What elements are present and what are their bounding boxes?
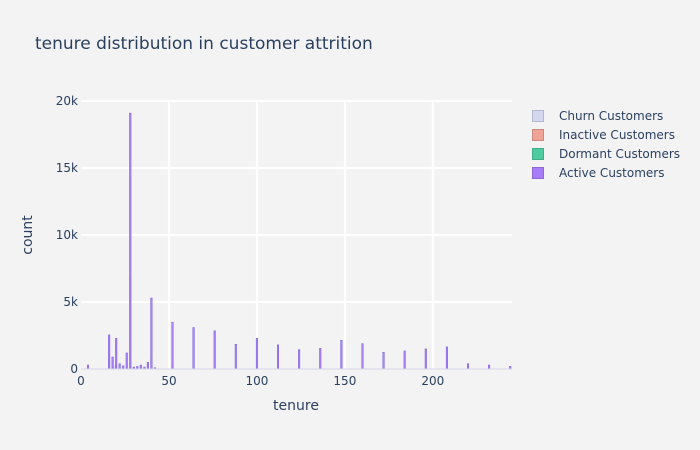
bar-active-customers <box>382 352 385 370</box>
x-tick-label: 100 <box>245 374 268 388</box>
bar-active-customers <box>108 334 111 370</box>
bar-active-customers <box>424 348 427 370</box>
bar-active-customers <box>467 363 470 370</box>
bar-active-customers <box>234 344 237 370</box>
bar-active-customers <box>445 346 448 370</box>
bar-active-customers <box>403 350 406 370</box>
x-axis-label: tenure <box>273 398 319 414</box>
legend-swatch <box>532 147 544 160</box>
bar-active-customers <box>192 327 195 370</box>
y-axis-label: count <box>20 215 36 255</box>
bar-active-customers <box>118 363 121 370</box>
y-tick-label: 15k <box>56 161 78 175</box>
legend-label: Dormant Customers <box>559 146 681 161</box>
legend-swatch <box>532 128 544 141</box>
grid <box>81 100 512 369</box>
bar-active-customers <box>213 330 216 370</box>
x-tick-label: 200 <box>421 374 444 388</box>
bar-active-customers <box>146 362 149 370</box>
bar-active-customers <box>139 364 142 370</box>
legend-label: Active Customers <box>559 165 665 180</box>
bar-active-customers <box>319 348 322 370</box>
bar-active-customers <box>111 356 114 370</box>
legend-item[interactable]: Dormant Customers <box>532 144 680 163</box>
y-tick-label: 5k <box>63 295 78 309</box>
bar-churn-customers <box>113 365 116 369</box>
bar-active-customers <box>171 321 174 370</box>
chart-title: tenure distribution in customer attritio… <box>35 34 373 54</box>
y-tick-label: 0 <box>70 362 78 376</box>
y-tick-label: 10k <box>56 228 78 242</box>
legend-item[interactable]: Churn Customers <box>532 106 680 125</box>
bar-active-customers <box>87 364 90 370</box>
legend-item[interactable]: Active Customers <box>532 163 680 182</box>
y-tick-label: 20k <box>56 94 78 108</box>
bar-active-customers <box>129 112 132 370</box>
legend-swatch <box>532 109 544 122</box>
bar-active-customers <box>361 343 364 370</box>
legend-item[interactable]: Inactive Customers <box>532 125 680 144</box>
bar-active-customers <box>298 349 301 370</box>
x-tick-label: 0 <box>77 374 85 388</box>
x-tick-label: 150 <box>333 374 356 388</box>
bar-active-customers <box>115 337 118 370</box>
bar-active-customers <box>122 365 125 370</box>
ticks: 0 5k 10k 15k 20k 0 50 100 150 200 <box>56 94 445 388</box>
legend: Churn Customers Inactive Customers Dormant… <box>532 106 680 182</box>
bar-active-customers <box>340 339 343 370</box>
legend-label: Churn Customers <box>559 108 664 123</box>
bar-active-customers <box>255 337 258 370</box>
bars <box>81 112 512 370</box>
bar-active-customers <box>125 352 128 370</box>
bar-active-customers <box>277 344 280 370</box>
legend-label: Inactive Customers <box>559 127 675 142</box>
bar-active-customers <box>488 364 491 370</box>
bar-active-customers <box>150 297 153 370</box>
x-tick-label: 50 <box>161 374 176 388</box>
legend-swatch <box>532 166 544 179</box>
